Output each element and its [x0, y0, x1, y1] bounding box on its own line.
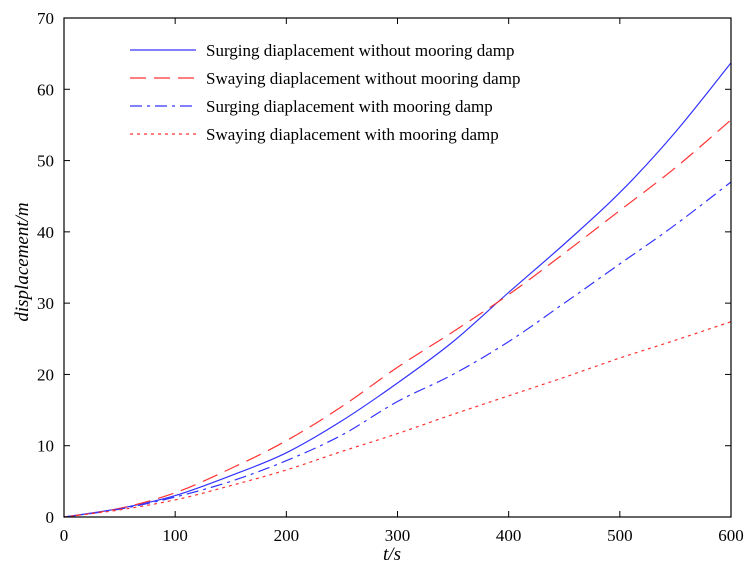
x-axis-label: t/s [383, 544, 401, 565]
x-tick-label: 100 [162, 526, 188, 545]
x-tick-label: 500 [607, 526, 633, 545]
legend-label-3: Surging diaplacement with mooring damp [206, 97, 493, 116]
x-tick-label: 0 [60, 526, 69, 545]
series-line-1 [63, 62, 732, 518]
legend: Surging diaplacement without mooring dam… [130, 41, 520, 144]
ticks-layer: 0 100 200 300 400 500 600 0 10 20 30 40 50 60 70 [37, 9, 744, 545]
x-tick-label: 400 [496, 526, 522, 545]
y-tick-label: 70 [37, 9, 54, 28]
legend-label-4: Swaying diaplacement with mooring damp [206, 125, 499, 144]
series-line-3 [63, 181, 732, 518]
x-tick-label: 200 [274, 526, 300, 545]
legend-label-2: Swaying diaplacement without mooring dam… [206, 69, 520, 88]
y-tick-label: 30 [37, 294, 54, 313]
series-line-4 [63, 321, 732, 518]
y-tick-label: 40 [37, 223, 54, 242]
series-layer [63, 62, 732, 518]
x-tick-label: 600 [718, 526, 744, 545]
y-tick-label: 50 [37, 152, 54, 171]
y-tick-label: 0 [46, 508, 55, 527]
series-line-2 [63, 119, 732, 518]
legend-label-1: Surging diaplacement without mooring dam… [206, 41, 514, 60]
y-tick-label: 10 [37, 437, 54, 456]
y-tick-label: 20 [37, 365, 54, 384]
x-tick-label: 300 [385, 526, 411, 545]
y-axis-label: displacement/m [12, 202, 33, 321]
plot-frame [63, 17, 732, 518]
y-tick-label: 60 [37, 80, 54, 99]
